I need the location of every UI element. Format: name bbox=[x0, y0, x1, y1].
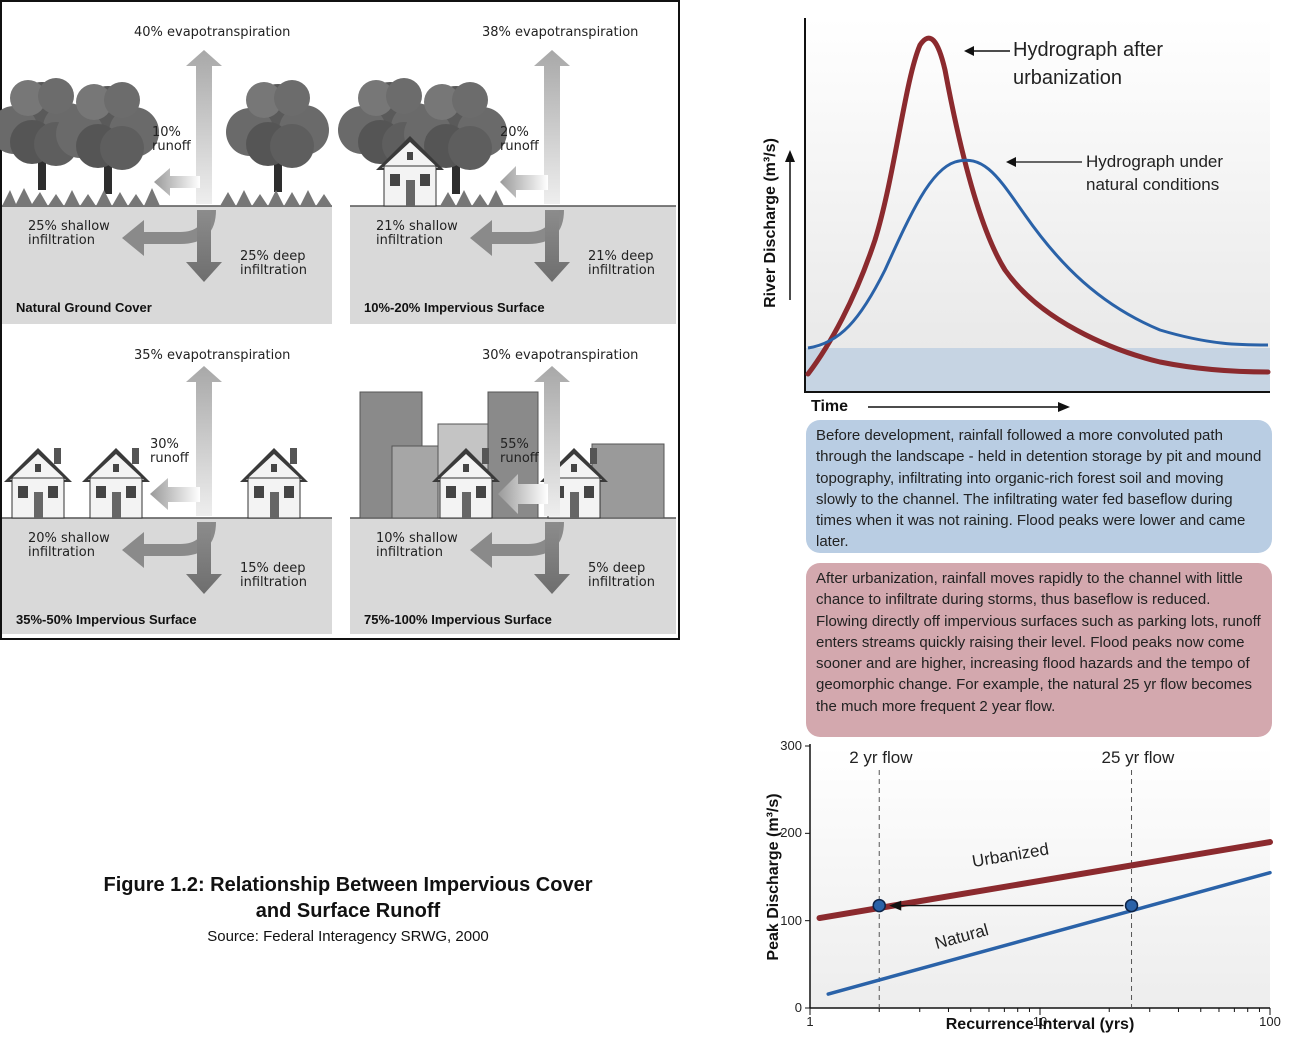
before-development-text: Before development, rainfall followed a … bbox=[806, 420, 1272, 553]
baseflow-band bbox=[805, 348, 1270, 392]
flood-chart-labels: 0 100 200 300 1 10 100 2 yr flow 25 yr flow Urban… bbox=[760, 738, 1309, 1038]
data-point bbox=[872, 898, 886, 913]
y-tick-label: 0 bbox=[794, 1000, 802, 1015]
series-label-urbanized: Urbanized bbox=[970, 839, 1051, 872]
natural-label-line1: Hydrograph under bbox=[1086, 152, 1224, 171]
y-tick-label: 300 bbox=[780, 738, 802, 753]
q4-runoff-label: 55% runoff bbox=[500, 437, 539, 466]
q2-evap-label: 38% evapotranspiration bbox=[482, 25, 639, 40]
q2-runoff-label: 20% runoff bbox=[500, 125, 539, 154]
impervious-cover-illustration bbox=[0, 50, 676, 634]
q2-title: 10%-20% Impervious Surface bbox=[364, 300, 545, 315]
y-tick-label: 200 bbox=[780, 825, 802, 841]
q2-shallow-label: 21% shallow infiltration bbox=[376, 219, 458, 248]
figure-caption-line2: and Surface Runoff bbox=[255, 900, 441, 922]
hydrograph-y-label: River Discharge (m³/s) bbox=[762, 138, 779, 308]
q3-deep-label: 15% deep infiltration bbox=[240, 561, 307, 590]
q2-deep-label: 21% deep infiltration bbox=[588, 249, 655, 278]
series-label-natural: Natural bbox=[932, 920, 991, 954]
x-tick-label: 100 bbox=[1259, 1014, 1281, 1029]
q1-title: Natural Ground Cover bbox=[16, 300, 152, 315]
figure-caption: Figure 1.2: Relationship Between Impervi… bbox=[8, 872, 688, 924]
natural-label-line2: natural conditions bbox=[1086, 175, 1220, 194]
flood-y-label: Peak Discharge (m³/s) bbox=[765, 793, 782, 961]
natural-hydrograph-label: Hydrograph under natural conditions bbox=[1086, 150, 1223, 196]
hydrograph-chart bbox=[785, 18, 1271, 412]
natural-hydrograph-line bbox=[807, 158, 1269, 350]
transfer-arrow-head bbox=[889, 900, 902, 911]
evapotranspiration-arrow bbox=[186, 50, 570, 516]
after-urbanization-text: After urbanization, rainfall moves rapid… bbox=[806, 563, 1272, 737]
flood-plot-area bbox=[810, 746, 1270, 1008]
urban-hydrograph-label: Hydrograph after urbanization bbox=[1013, 36, 1163, 92]
hydrograph-x-label: Time bbox=[811, 398, 849, 415]
y-tick-label: 100 bbox=[780, 912, 802, 928]
data-point bbox=[1124, 898, 1139, 913]
shallow-infiltration-arrow bbox=[122, 210, 564, 568]
q4-shallow-label: 10% shallow infiltration bbox=[376, 531, 458, 560]
figure-caption-line1: Figure 1.2: Relationship Between Impervi… bbox=[103, 874, 593, 896]
q4-deep-label: 5% deep infiltration bbox=[588, 561, 655, 590]
label-pointer-arrow bbox=[964, 46, 1082, 167]
deep-infiltration-arrow bbox=[186, 210, 570, 594]
urban-label-line1: Hydrograph after bbox=[1013, 39, 1164, 61]
q1-runoff-label: 10% runoff bbox=[152, 125, 191, 154]
figure-source: Source: Federal Interagency SRWG, 2000 bbox=[207, 928, 489, 945]
q4-evap-label: 30% evapotranspiration bbox=[482, 348, 639, 363]
urban-label-line2: urbanization bbox=[1013, 67, 1122, 89]
q3-runoff-label: 30% runoff bbox=[150, 437, 189, 466]
axis-arrow bbox=[785, 150, 1070, 412]
q3-title: 35%-50% Impervious Surface bbox=[16, 612, 197, 627]
runoff-arrow bbox=[150, 166, 548, 514]
q1-shallow-label: 25% shallow infiltration bbox=[28, 219, 110, 248]
impervious-cover-figure: 40% evapotranspiration 10% runoff 25% sh… bbox=[0, 0, 680, 640]
q3-evap-label: 35% evapotranspiration bbox=[134, 348, 291, 363]
x-tick-label: 1 bbox=[806, 1014, 814, 1029]
flood-x-label: Recurrence Interval (yrs) bbox=[945, 1016, 1135, 1033]
urban-hydrograph-line bbox=[805, 35, 1271, 377]
flood-frequency-chart bbox=[805, 744, 1273, 1015]
q3-shallow-label: 20% shallow infiltration bbox=[28, 531, 110, 560]
q1-evap-label: 40% evapotranspiration bbox=[134, 25, 291, 40]
reference-line-label: 25 yr flow bbox=[1101, 748, 1175, 767]
q1-deep-label: 25% deep infiltration bbox=[240, 249, 307, 278]
x-tick-label: 10 bbox=[1032, 1014, 1048, 1029]
reference-line-label: 2 yr flow bbox=[849, 748, 913, 767]
series-line-natural bbox=[826, 870, 1272, 996]
q4-title: 75%-100% Impervious Surface bbox=[364, 612, 552, 627]
